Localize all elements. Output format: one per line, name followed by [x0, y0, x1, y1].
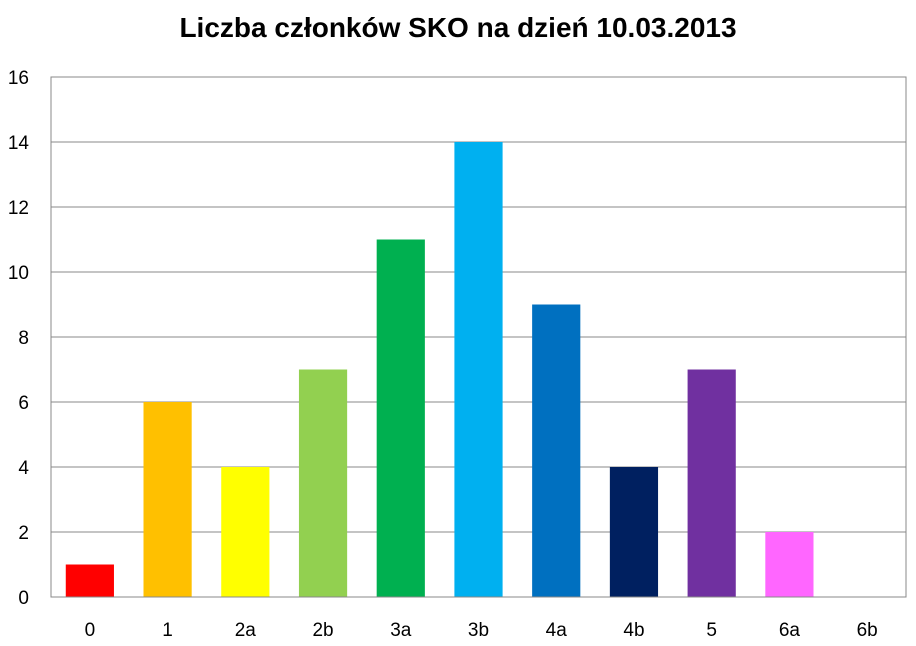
- x-tick-label-0: 0: [85, 620, 96, 641]
- bar-5: [687, 369, 736, 597]
- bar-3b: [454, 142, 503, 597]
- bar-2b: [298, 369, 348, 597]
- x-tick-label-3a: 3a: [390, 620, 412, 641]
- x-tick-label-4b: 4b: [623, 620, 644, 641]
- y-tick-label-6: 12: [8, 198, 29, 219]
- y-tick-label-7: 14: [8, 133, 30, 154]
- y-tick-label-1: 2: [18, 523, 29, 544]
- y-tick-label-8: 16: [8, 68, 29, 89]
- x-tick-label-2a: 2a: [235, 620, 257, 641]
- bar-2a: [221, 467, 270, 597]
- bar-6a: [765, 532, 814, 597]
- bar-1: [143, 402, 192, 597]
- y-tick-label-3: 6: [18, 393, 29, 414]
- plot-frame: [50, 76, 907, 598]
- x-tick-label-3b: 3b: [468, 620, 489, 641]
- bar-3a: [376, 239, 425, 597]
- bar-0: [65, 564, 114, 597]
- y-tick-label-2: 4: [18, 458, 29, 479]
- x-tick-label-6b: 6b: [857, 620, 878, 641]
- y-tick-label-4: 8: [18, 328, 29, 349]
- x-tick-label-5: 5: [706, 620, 717, 641]
- x-tick-label-6a: 6a: [779, 620, 801, 641]
- y-tick-label-0: 0: [18, 588, 29, 609]
- y-axis-ticks: 0 2 4 6 8 10 12 14 16: [8, 68, 30, 609]
- x-tick-label-4a: 4a: [546, 620, 568, 641]
- x-tick-label-1: 1: [162, 620, 173, 641]
- y-tick-label-5: 10: [8, 263, 29, 284]
- chart-title: Liczba członków SKO na dzień 10.03.2013: [179, 12, 737, 43]
- bars: [65, 142, 814, 597]
- bar-4a: [532, 304, 581, 597]
- x-axis-ticks: 0 1 2a 2b 3a 3b 4a 4b 5 6a 6b: [85, 620, 878, 641]
- bar-4b: [609, 467, 659, 597]
- x-tick-label-2b: 2b: [312, 620, 333, 641]
